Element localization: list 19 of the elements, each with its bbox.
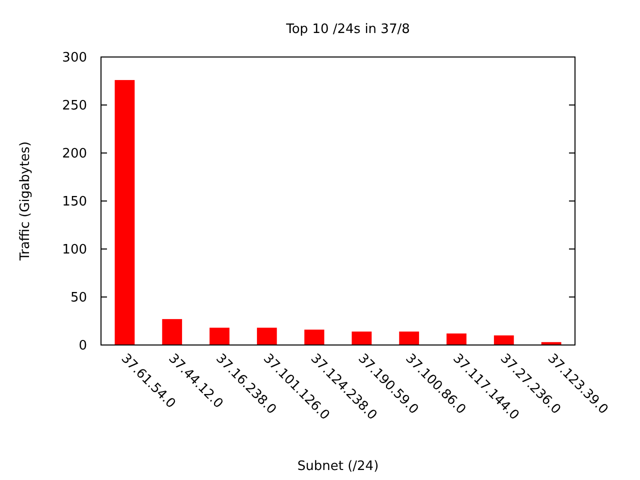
bar bbox=[494, 335, 514, 345]
bar bbox=[304, 330, 324, 345]
chart-title: Top 10 /24s in 37/8 bbox=[285, 22, 410, 37]
bar bbox=[399, 332, 420, 345]
y-tick-label: 300 bbox=[62, 50, 87, 66]
bar bbox=[162, 319, 182, 345]
y-tick-label: 150 bbox=[62, 194, 87, 210]
y-axis-title: Traffic (Gigabytes) bbox=[18, 141, 33, 262]
y-tick-label: 200 bbox=[62, 146, 87, 162]
x-axis-title: Subnet (/24) bbox=[297, 459, 379, 474]
y-tick-label: 0 bbox=[78, 338, 87, 354]
y-tick-label: 50 bbox=[70, 290, 87, 306]
bar bbox=[114, 80, 135, 345]
bar bbox=[210, 328, 230, 345]
bar bbox=[256, 328, 277, 345]
bar bbox=[352, 332, 372, 345]
y-tick-label: 100 bbox=[62, 242, 87, 258]
bar bbox=[446, 333, 466, 345]
y-tick-label: 250 bbox=[62, 98, 87, 114]
